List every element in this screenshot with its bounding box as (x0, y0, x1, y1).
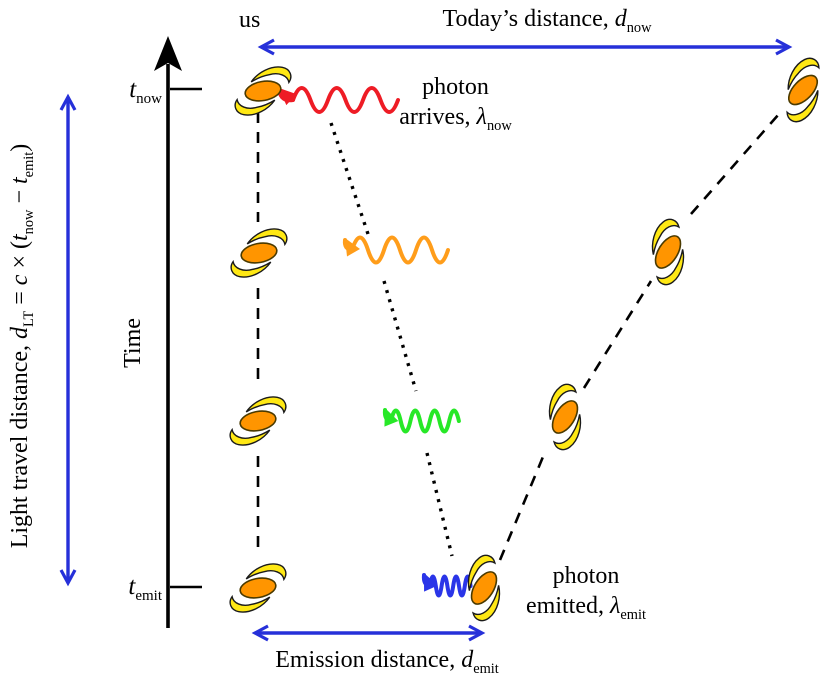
photon-emitted-line1: photon (552, 563, 620, 589)
photon-green-wave-icon (378, 405, 461, 434)
photon-arrives-line1: photon (422, 74, 489, 100)
tnow-label: tnow (129, 76, 162, 107)
emission-distance-label: Emission distance, demit (275, 647, 499, 677)
galaxy-distant-now-icon (765, 52, 824, 128)
galaxy-distant-mid1-icon (530, 379, 600, 455)
photon-arrives-label: photon arrives, λnow (368, 72, 543, 135)
galaxy-us-mid2-icon (223, 393, 293, 449)
galaxy-distant-mid2-icon (633, 214, 703, 290)
time-axis-label: Time (120, 318, 146, 368)
temit-label: temit (128, 573, 162, 604)
photon-emitted-label: photon emitted, λemit (500, 561, 672, 624)
distant-galaxy-worldline-dashed (498, 113, 780, 561)
time-axis-arrow-icon (154, 36, 182, 71)
us-label: us (239, 7, 261, 33)
photon-path-dotted (329, 122, 454, 557)
photon-arrives-line2: arrives, λnow (399, 104, 512, 135)
photon-orange-wave-icon (338, 234, 450, 265)
galaxy-us-mid1-icon (224, 225, 294, 281)
photon-emitted-line2: emitted, λemit (526, 593, 646, 624)
light-travel-distance-label: Light travel distance, dLT = c × (tnow −… (7, 143, 37, 549)
photon-emitted-blue-wave-icon (417, 569, 473, 598)
galaxy-us-temit-icon (223, 560, 293, 616)
todays-distance-label: Today’s distance, dnow (442, 6, 652, 36)
